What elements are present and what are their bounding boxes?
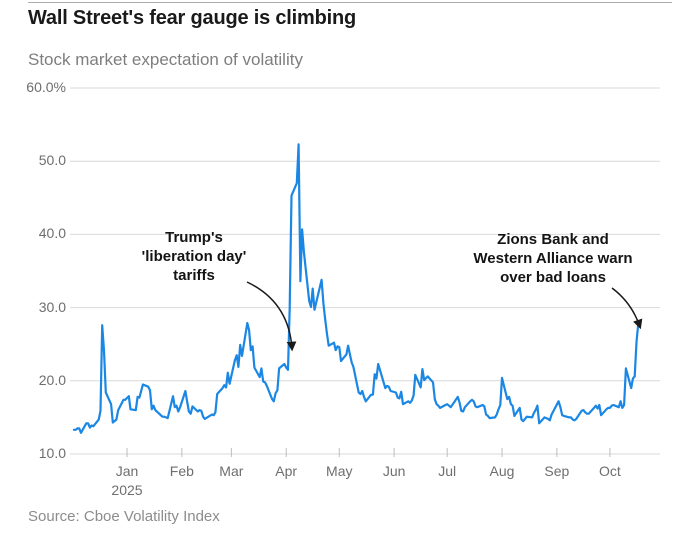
top-rule xyxy=(28,2,672,3)
x-axis-label: Mar xyxy=(219,463,244,479)
x-axis-year-label: 2025 xyxy=(111,482,143,498)
x-axis-label: Jul xyxy=(438,463,457,479)
x-axis-label: Jan xyxy=(115,463,139,479)
x-axis-label: Oct xyxy=(599,463,621,479)
y-axis-label: 20.0 xyxy=(38,371,66,388)
y-axis-label: 50.0 xyxy=(38,152,66,169)
x-axis-label: Sep xyxy=(544,463,570,479)
x-axis-label: Apr xyxy=(275,463,298,479)
x-axis-label: May xyxy=(326,463,353,479)
source-note: Source: Cboe Volatility Index xyxy=(28,508,220,525)
y-axis-label: 40.0 xyxy=(38,225,66,242)
y-axis-label: 30.0 xyxy=(38,298,66,315)
annotation-arrow xyxy=(611,287,643,330)
x-axis-label: Aug xyxy=(489,463,515,479)
chart-subtitle: Stock market expectation of volatility xyxy=(28,50,303,69)
x-axis-label: Jun xyxy=(382,463,406,479)
annotation-arrow xyxy=(246,281,297,352)
page-title: Wall Street's fear gauge is climbing xyxy=(28,7,357,29)
annotation-label: Zions Bank and Western Alliance warn ove… xyxy=(473,231,633,286)
vix-line xyxy=(72,143,640,434)
y-axis-label: 60.0% xyxy=(26,79,66,95)
annotation-label: Trump's 'liberation day' tariffs xyxy=(141,229,247,284)
y-axis-label: 10.0 xyxy=(38,445,66,461)
x-axis-label: Feb xyxy=(169,463,194,479)
